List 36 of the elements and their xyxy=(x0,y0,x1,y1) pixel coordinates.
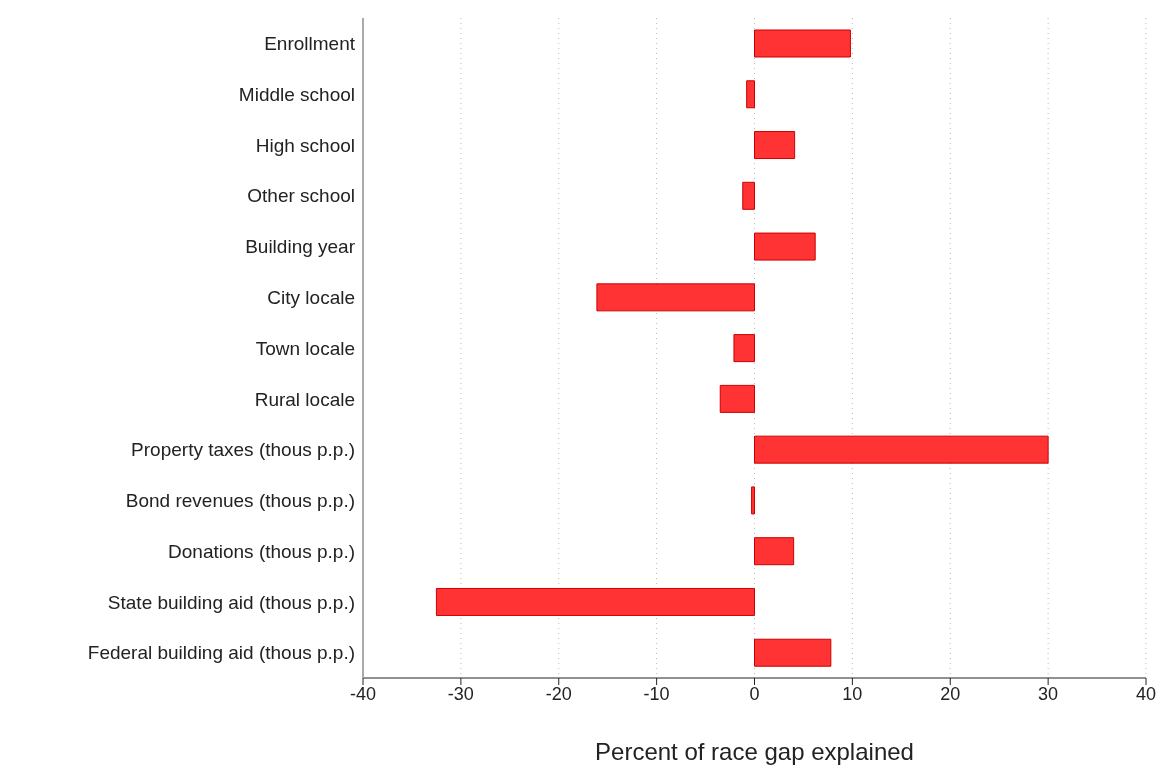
bar xyxy=(754,638,832,667)
y-tick-label: Town locale xyxy=(255,337,355,359)
bar xyxy=(754,435,1049,464)
bar xyxy=(719,384,755,413)
x-tick-label: 0 xyxy=(749,683,760,704)
x-tick-label: 40 xyxy=(1135,683,1157,704)
bar xyxy=(435,587,755,616)
bar xyxy=(754,537,795,566)
y-tick-label: Building year xyxy=(245,236,356,258)
y-tick-label: Middle school xyxy=(238,83,355,105)
x-tick-label: 30 xyxy=(1038,683,1059,704)
bar xyxy=(754,232,816,261)
x-axis-title: Percent of race gap explained xyxy=(595,738,914,765)
bar xyxy=(754,131,796,160)
y-tick-label: State building aid (thous p.p.) xyxy=(107,591,355,613)
x-tick-label: -20 xyxy=(545,683,572,704)
y-tick-label: Other school xyxy=(247,185,355,207)
bar xyxy=(742,181,755,210)
bar xyxy=(596,283,755,312)
bar xyxy=(746,80,755,109)
y-tick-label: Rural locale xyxy=(254,388,355,410)
x-tick-label: 20 xyxy=(940,683,961,704)
y-tick-label: Bond revenues (thous p.p.) xyxy=(125,490,355,512)
bar xyxy=(733,334,755,363)
y-tick-label: Federal building aid (thous p.p.) xyxy=(87,642,355,664)
bar xyxy=(754,29,851,58)
y-tick-label: Enrollment xyxy=(264,33,356,55)
x-tick-label: -10 xyxy=(643,683,670,704)
x-tick-label: 10 xyxy=(842,683,863,704)
x-tick-label: -30 xyxy=(447,683,474,704)
bar xyxy=(751,486,755,515)
y-tick-label: Property taxes (thous p.p.) xyxy=(131,439,355,461)
y-tick-label: High school xyxy=(255,134,355,156)
x-tick-label: -40 xyxy=(349,683,377,704)
y-tick-label: Donations (thous p.p.) xyxy=(168,540,355,562)
y-tick-label: City locale xyxy=(267,286,355,308)
